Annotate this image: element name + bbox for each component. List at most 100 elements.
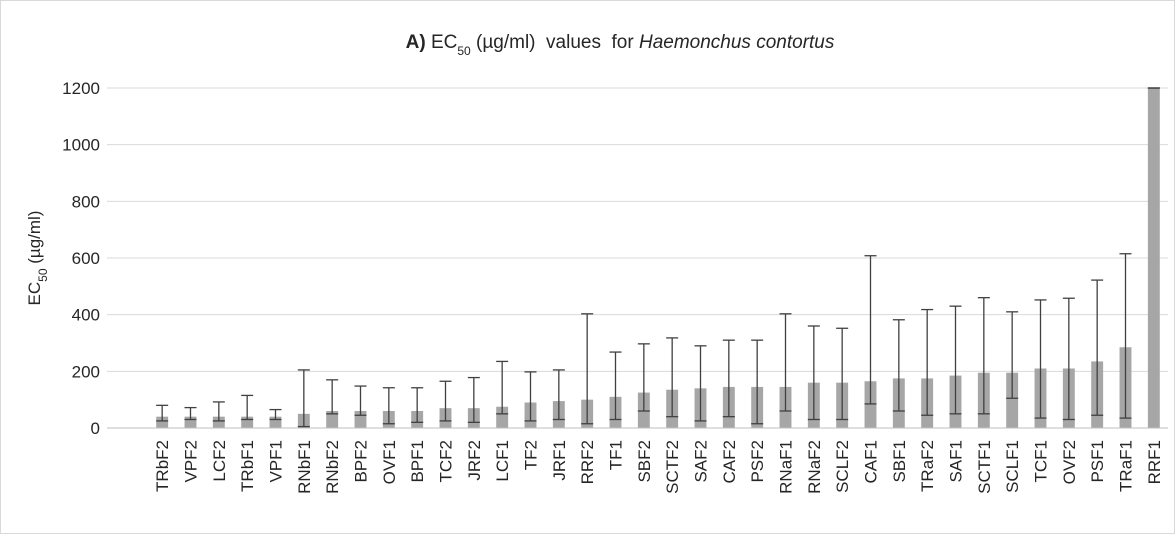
error-bar <box>751 339 764 425</box>
x-tick-label: TCF2 <box>437 440 456 483</box>
error-bar <box>411 387 424 423</box>
error-bar <box>1006 311 1019 399</box>
title-main: EC <box>431 32 457 53</box>
x-tick-label: OVF1 <box>380 440 399 484</box>
bar <box>156 416 169 428</box>
error-bar <box>921 308 934 416</box>
x-tick-label: BPF1 <box>408 440 427 483</box>
error-bar <box>779 313 792 412</box>
y-tick-label: 600 <box>72 249 100 268</box>
x-tick-label: SCTF2 <box>663 440 682 494</box>
error-bar <box>1034 299 1047 419</box>
ylabel-rest: (µg/ml) <box>25 211 44 269</box>
x-tick-label: SAF2 <box>692 440 711 483</box>
x-tick-label: PSF1 <box>1088 440 1107 483</box>
error-bar <box>666 337 679 418</box>
x-tick-label: TCF1 <box>1032 440 1051 483</box>
bar <box>354 411 367 428</box>
x-tick-label: RNaF1 <box>777 440 796 494</box>
x-tick-label: TRbF2 <box>153 440 172 492</box>
x-tick-label: JRF2 <box>465 440 484 481</box>
x-tick-label: LCF1 <box>493 440 512 482</box>
error-bar <box>609 351 622 421</box>
error-bar <box>1062 297 1075 421</box>
y-axis-label: EC50 (µg/ml) <box>25 211 50 306</box>
error-bar <box>156 404 169 422</box>
error-bar <box>722 339 735 418</box>
x-tick-label: TF2 <box>522 440 541 470</box>
error-bar <box>496 360 509 415</box>
x-tick-label: CAF2 <box>720 440 739 483</box>
bar <box>326 411 339 428</box>
y-tick-label: 400 <box>72 306 100 325</box>
x-tick-label: OVF2 <box>1060 440 1079 484</box>
ylabel-sub: 50 <box>36 268 50 282</box>
x-tick-label: VPF2 <box>182 440 201 483</box>
title-rest: (µg/ml) values for <box>471 32 639 53</box>
x-tick-label: RNbF2 <box>323 440 342 494</box>
x-tick-label: JRF1 <box>550 440 569 481</box>
bar <box>269 416 282 428</box>
title-sub: 50 <box>457 44 471 58</box>
x-tick-label: SCLF2 <box>833 440 852 493</box>
error-bar <box>1119 253 1132 419</box>
x-tick-label: RRF2 <box>578 440 597 484</box>
bar <box>1006 372 1019 428</box>
x-tick-label: TF1 <box>607 440 626 470</box>
x-tick-label: PSF2 <box>748 440 767 483</box>
error-bar <box>637 343 650 412</box>
x-tick-label: BPF2 <box>352 440 371 483</box>
x-tick-label: RRF1 <box>1145 440 1164 484</box>
error-bar <box>892 319 905 412</box>
error-bar <box>581 313 594 425</box>
error-bar <box>836 327 849 421</box>
title-species: Haemonchus contortus <box>639 32 835 53</box>
bar <box>241 416 254 428</box>
error-bar <box>354 385 367 416</box>
x-tick-label: SBF1 <box>890 440 909 483</box>
error-bar <box>864 255 877 405</box>
ylabel-main: EC <box>25 282 44 306</box>
y-tick-label: 1200 <box>62 79 100 98</box>
bar <box>184 416 197 428</box>
error-bar <box>949 305 962 415</box>
chart-title: A) EC50 (µg/ml) values for Haemonchus co… <box>406 32 835 58</box>
x-tick-label: TRaF1 <box>1117 440 1136 492</box>
x-tick-label: SCLF1 <box>1003 440 1022 493</box>
bar <box>212 416 225 428</box>
error-bar <box>552 369 565 421</box>
x-tick-label: SAF1 <box>947 440 966 483</box>
y-tick-label: 1000 <box>62 136 100 155</box>
error-bar <box>212 401 225 422</box>
x-tick-label: RNaF2 <box>805 440 824 494</box>
error-bar <box>241 394 254 421</box>
y-tick-label: 0 <box>91 419 100 438</box>
x-tick-label: TRbF1 <box>238 440 257 492</box>
error-bar <box>524 371 537 422</box>
error-bar <box>1091 279 1104 416</box>
title-prefix: A) <box>406 32 426 53</box>
error-bar <box>694 345 707 422</box>
y-tick-label: 800 <box>72 192 100 211</box>
error-bar <box>467 376 480 423</box>
error-bar <box>382 387 395 425</box>
x-tick-label: CAF1 <box>862 440 881 483</box>
error-bar <box>439 380 452 422</box>
error-bar <box>297 369 310 428</box>
bar <box>496 406 509 428</box>
x-tick-label: SBF2 <box>635 440 654 483</box>
y-tick-label: 200 <box>72 362 100 381</box>
bar <box>864 381 877 428</box>
x-tick-label: TRaF2 <box>918 440 937 492</box>
error-bar <box>269 408 282 421</box>
error-bar <box>184 406 197 421</box>
x-tick-label: RNbF1 <box>295 440 314 494</box>
error-bar <box>807 325 820 421</box>
x-tick-label: LCF2 <box>210 440 229 482</box>
bar <box>1147 88 1160 428</box>
x-tick-label: VPF1 <box>267 440 286 483</box>
error-bar <box>977 297 990 415</box>
x-tick-label: SCTF1 <box>975 440 994 494</box>
